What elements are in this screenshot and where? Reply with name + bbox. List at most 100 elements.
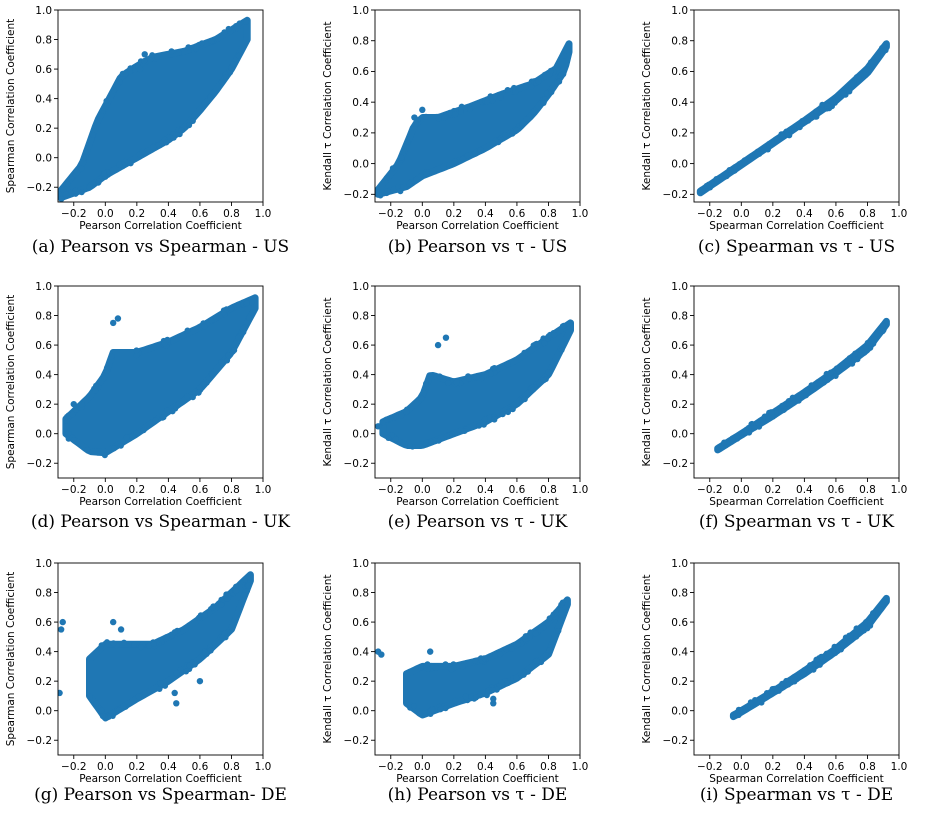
scatter-point [141,690,148,697]
subfigure-caption: (h) Pearson vs τ - DE [388,785,568,805]
y-tick-label: 0.0 [671,428,688,440]
subfigure-caption: (g) Pearson vs Spearman- DE [34,785,287,805]
scatter-point [441,114,448,121]
scatter-point [244,587,251,594]
x-tick-label: 0.8 [223,484,240,496]
scatter-point [70,400,77,408]
scatter-point [98,642,105,649]
scatter-point [419,106,426,114]
scatter-point [227,69,234,76]
scatter-point [745,424,752,431]
scatter-point [779,133,786,140]
scatter-point [218,78,225,85]
x-tick-label: 0.2 [764,484,781,496]
x-tick-label: −0.2 [378,761,404,773]
panel-h: −0.2 0.0 0.2 0.4 0.6 0.8 1.0 −0.2 0.0 0.2 0.4 0.6 0.… [322,558,588,805]
scatter-point [736,160,743,167]
scatter-point [420,390,427,397]
y-tick-label: 0.6 [352,617,369,629]
scatter-point [243,18,250,25]
scatter-point [116,161,123,168]
scatter-point [248,299,255,306]
scatter-point [240,325,247,332]
y-tick-label: 0.2 [352,676,369,688]
scatter-point [195,389,202,396]
scatter-point [240,592,247,599]
scatter-point [111,445,118,452]
scatter-point [801,118,808,125]
x-tick-label: 0.0 [97,484,114,496]
scatter-point [504,87,511,93]
scatter-point [72,187,79,194]
y-tick-label: 0.0 [35,428,52,440]
y-axis-label: Kendall τ Correlation Coefficient [641,298,653,467]
y-axis-label: Kendall τ Correlation Coefficient [641,575,653,744]
scatter-point [209,371,215,378]
scatter-point [521,349,528,356]
scatter-point [489,686,496,693]
scatter-point [117,442,124,449]
scatter-point [220,309,227,316]
y-tick-label: 1.0 [352,281,369,293]
scatter-point [385,435,392,441]
scatter-points [714,317,890,454]
plot-frame [57,562,264,756]
subfigure-caption: (c) Spearman vs τ - US [698,237,895,257]
scatter-point [532,630,539,637]
scatter-point [559,323,566,330]
scatter-point [411,114,418,121]
scatter-point [127,65,134,72]
y-tick-label: 0.4 [671,97,688,109]
scatter-point [377,192,384,199]
scatter-point [180,333,187,339]
scatter-point [846,632,853,639]
scatter-point [761,413,768,420]
scatter-point [824,102,831,109]
scatter-point [537,626,544,633]
panel-e: −0.2 0.0 0.2 0.4 0.6 0.8 1.0 −0.2 0.0 0.2 0.4 0.6 0.… [322,281,588,532]
y-tick-label: 0.4 [35,369,52,381]
scatter-point [850,80,857,87]
y-tick-label: 1.0 [35,281,52,293]
x-tick-label: 0.8 [859,484,876,496]
plot-frame [693,9,900,203]
plot-frame [374,562,581,756]
scatter-point [853,633,860,640]
scatter-point [876,327,883,334]
scatter-point [191,661,198,668]
scatter-point [418,664,424,671]
scatter-point [545,369,552,376]
scatter-point [541,340,548,347]
scatter-points [58,571,254,722]
scatter-point [520,671,527,678]
x-tick-label: 0.2 [445,761,462,773]
x-axis-label: Spearman Correlation Coefficient [709,773,884,785]
scatter-point [557,617,564,624]
scatter-point [491,365,498,371]
scatter-point [819,106,826,113]
scatter-point [375,423,382,430]
scatter-point [127,160,134,167]
x-tick-label: 1.0 [572,208,589,220]
y-axis-label: Spearman Correlation Coefficient [5,572,17,747]
scatter-point [189,394,196,401]
y-axis-label: Spearman Correlation Coefficient [5,295,17,470]
x-tick-label: 0.6 [192,761,209,773]
scatter-point [116,79,123,85]
scatter-point [413,176,420,183]
scatter-point [840,642,847,649]
scatter-point [445,380,452,386]
scatter-point [731,164,738,171]
scatter-point [225,25,232,32]
scatter-point [201,323,208,330]
panel-a: −0.2 0.0 0.2 0.4 0.6 0.8 1.0 −0.2 0.0 0.2 0.4 0.6 0.… [5,5,289,257]
scatter-point [235,334,242,341]
y-tick-label: −0.2 [27,458,53,470]
scatter-point [523,116,530,122]
panel-i: −0.2 0.0 0.2 0.4 0.6 0.8 1.0 −0.2 0.0 0.2 0.4 0.6 0.… [641,558,907,805]
scatter-point [224,357,231,364]
panel-b: −0.2 0.0 0.2 0.4 0.6 0.8 1.0 −0.2 0.0 0.2 0.4 0.6 0.… [322,5,588,257]
scatter-point [867,344,874,351]
scatter-points [62,294,259,459]
x-tick-label: 0.4 [477,761,494,773]
